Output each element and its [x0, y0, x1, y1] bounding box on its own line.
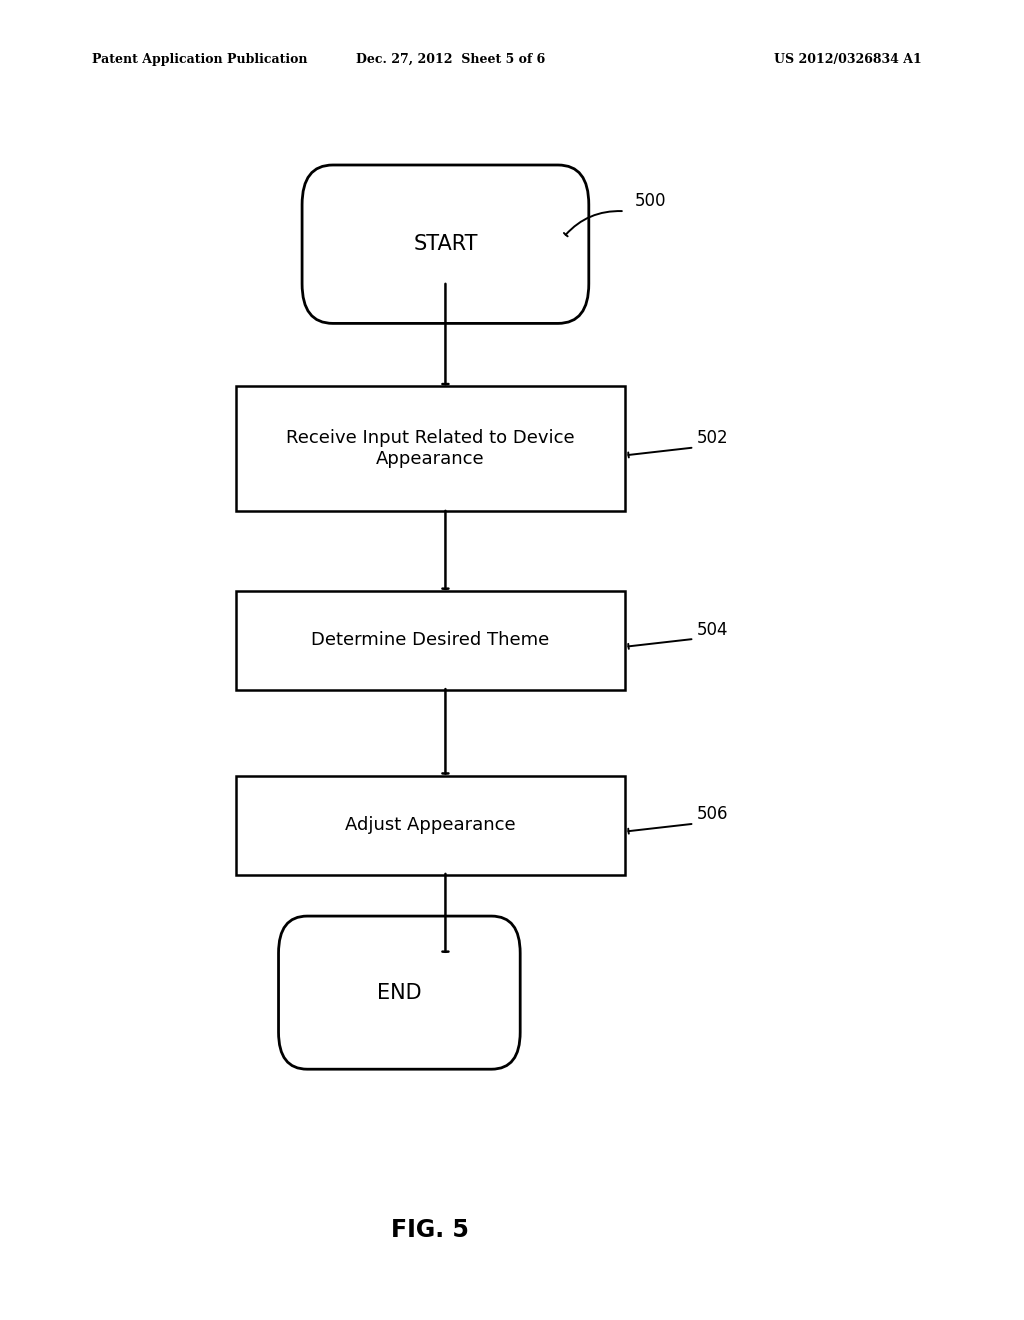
Text: FIG. 5: FIG. 5	[391, 1218, 469, 1242]
Text: 506: 506	[696, 805, 728, 824]
Bar	[236, 775, 625, 874]
Text: 504: 504	[696, 620, 728, 639]
Bar	[236, 591, 625, 689]
Text: 500: 500	[635, 191, 667, 210]
Text: Adjust Appearance: Adjust Appearance	[345, 816, 515, 834]
Text: US 2012/0326834 A1: US 2012/0326834 A1	[774, 53, 922, 66]
FancyBboxPatch shape	[302, 165, 589, 323]
Text: Dec. 27, 2012  Sheet 5 of 6: Dec. 27, 2012 Sheet 5 of 6	[356, 53, 545, 66]
Bar	[236, 385, 625, 511]
Text: Patent Application Publication: Patent Application Publication	[92, 53, 307, 66]
Text: Determine Desired Theme: Determine Desired Theme	[311, 631, 549, 649]
Text: START: START	[414, 234, 477, 255]
FancyBboxPatch shape	[279, 916, 520, 1069]
Text: 502: 502	[696, 429, 728, 447]
Text: END: END	[377, 982, 422, 1003]
Text: Receive Input Related to Device
Appearance: Receive Input Related to Device Appearan…	[286, 429, 574, 469]
